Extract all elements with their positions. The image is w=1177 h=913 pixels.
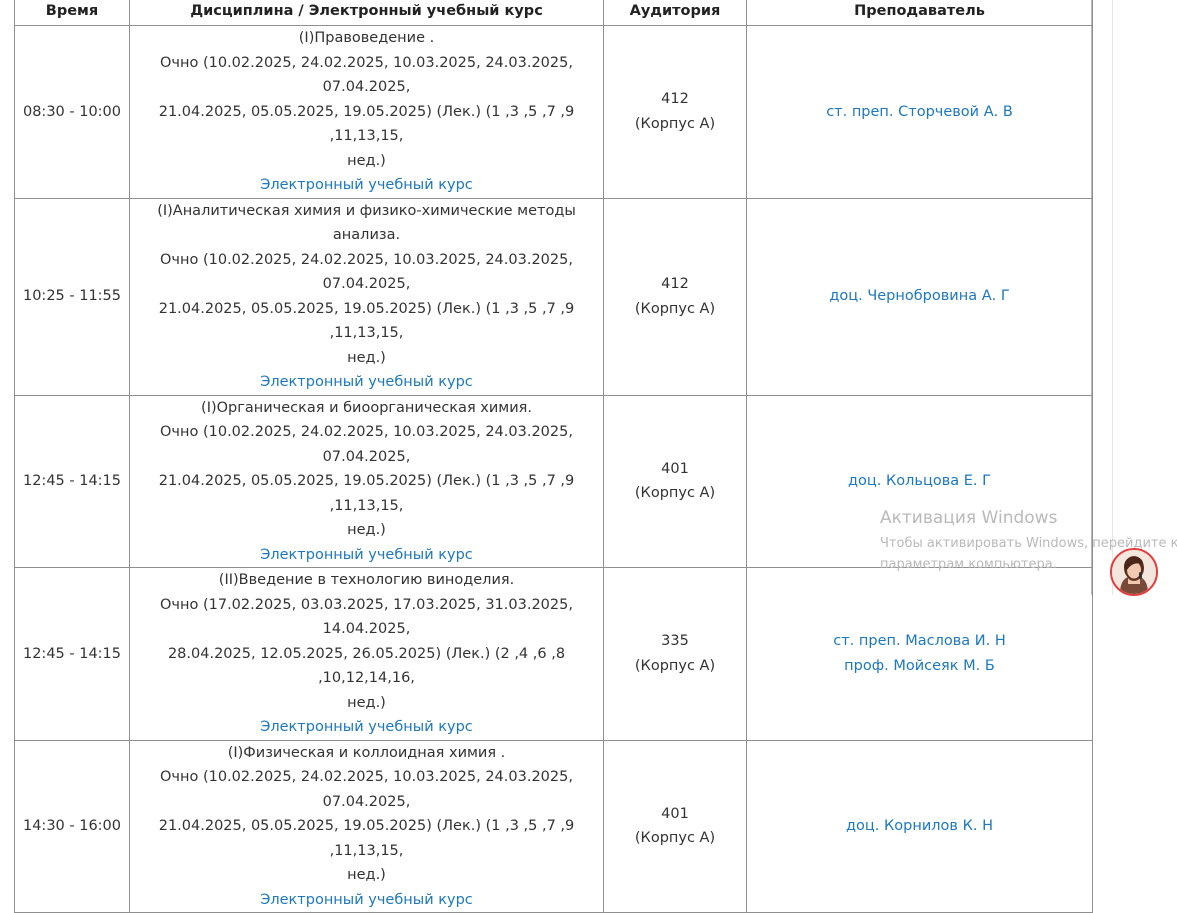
teacher-cell: доц. Корнилов К. Н	[746, 739, 1093, 913]
room-number: 335	[661, 633, 689, 650]
teacher-cell: ст. преп. Сторчевой А. В	[746, 25, 1093, 199]
activation-line-2: параметрам компьютера.	[880, 557, 1057, 572]
course-link[interactable]: Электронный учебный курс	[260, 546, 473, 563]
discipline-cell: (I)Правоведение . Очно (10.02.2025, 24.0…	[129, 25, 604, 199]
time-cell: 10:25 - 11:55	[14, 197, 130, 396]
header-row: Время Дисциплина / Электронный учебный к…	[14, 0, 1093, 26]
room-building: (Корпус А)	[634, 485, 716, 502]
discipline-dates: Очно (17.02.2025, 03.03.2025, 17.03.2025…	[160, 596, 573, 638]
discipline-cell: (II)Введение в технологию виноделия. Очн…	[129, 567, 604, 741]
room-cell: 412 (Корпус А)	[603, 197, 747, 396]
room-number: 412	[661, 91, 689, 108]
table-row: 08:30 - 10:00 (I)Правоведение . Очно (10…	[14, 25, 1093, 199]
discipline-title: (I)Аналитическая химия и физико-химическ…	[157, 202, 576, 244]
table-row: 10:25 - 11:55 (I)Аналитическая химия и ф…	[14, 197, 1093, 396]
discipline-dates: Очно (10.02.2025, 24.02.2025, 10.03.2025…	[160, 424, 573, 465]
header-teacher: Преподаватель	[746, 0, 1093, 26]
room-building: (Корпус А)	[634, 115, 716, 132]
room-number: 412	[661, 276, 689, 292]
course-link[interactable]: Электронный учебный курс	[260, 891, 473, 908]
discipline-title: (II)Введение в технологию виноделия.	[218, 572, 515, 588]
header-time: Время	[14, 0, 130, 26]
schedule-table: Время Дисциплина / Электронный учебный к…	[14, 0, 1093, 913]
discipline-title: (I)Правоведение .	[298, 30, 435, 46]
time-cell: 12:45 - 14:15	[14, 567, 130, 741]
discipline-weeks: нед.)	[347, 522, 386, 538]
discipline-cell: (I)Аналитическая химия и физико-химическ…	[129, 197, 604, 396]
room-cell: 335 (Корпус А)	[603, 567, 747, 741]
header-discipline: Дисциплина / Электронный учебный курс	[129, 0, 604, 26]
time-cell: 08:30 - 10:00	[14, 25, 130, 199]
discipline-weeks: нед.)	[347, 152, 386, 169]
discipline-dates: 21.04.2025, 05.05.2025, 19.05.2025) (Лек…	[158, 103, 575, 145]
teacher-cell: ст. преп. Маслова И. Н проф. Мойсеяк М. Б	[746, 567, 1093, 741]
discipline-dates: Очно (10.02.2025, 24.02.2025, 10.03.2025…	[160, 251, 573, 293]
header-room: Аудитория	[603, 0, 747, 26]
teacher-link[interactable]: ст. преп. Сторчевой А. В	[826, 103, 1013, 120]
room-building: (Корпус А)	[634, 657, 716, 674]
discipline-weeks: нед.)	[347, 349, 386, 366]
teacher-link[interactable]: ст. преп. Маслова И. Н	[833, 633, 1006, 650]
discipline-dates: 21.04.2025, 05.05.2025, 19.05.2025) (Лек…	[158, 473, 575, 514]
room-number: 401	[661, 805, 689, 822]
room-cell: 401 (Корпус А)	[603, 394, 747, 568]
teacher-link[interactable]: доц. Корнилов К. Н	[846, 818, 993, 834]
table-row: 12:45 - 14:15 (II)Введение в технологию …	[14, 567, 1093, 741]
discipline-dates: Очно (10.02.2025, 24.02.2025, 10.03.2025…	[160, 54, 573, 96]
activation-line-1: Чтобы активировать Windows, перейдите к	[880, 536, 1177, 551]
discipline-dates: Очно (10.02.2025, 24.02.2025, 10.03.2025…	[160, 769, 573, 810]
discipline-cell: (I)Физическая и коллоидная химия . Очно …	[129, 739, 604, 913]
teacher-link[interactable]: доц. Кольцова Е. Г	[848, 473, 991, 489]
table-row: 14:30 - 16:00 (I)Физическая и коллоидная…	[14, 739, 1093, 913]
discipline-title: (I)Физическая и коллоидная химия .	[227, 744, 506, 761]
scrollbar-track[interactable]	[1112, 0, 1113, 595]
teacher-link[interactable]: доц. Чернобровина А. Г	[829, 288, 1010, 305]
room-number: 401	[661, 460, 689, 477]
discipline-dates: 28.04.2025, 12.05.2025, 26.05.2025) (Лек…	[167, 645, 566, 687]
assistant-avatar-icon[interactable]	[1110, 548, 1158, 596]
discipline-dates: 21.04.2025, 05.05.2025, 19.05.2025) (Лек…	[158, 300, 575, 342]
course-link[interactable]: Электронный учебный курс	[260, 719, 473, 735]
discipline-title: (I)Органическая и биоорганическая химия.	[201, 399, 532, 416]
room-cell: 401 (Корпус А)	[603, 739, 747, 913]
time-cell: 12:45 - 14:15	[14, 394, 130, 568]
room-cell: 412 (Корпус А)	[603, 25, 747, 199]
teacher-cell: доц. Чернобровина А. Г	[746, 197, 1093, 396]
windows-activation-watermark: Активация Windows Чтобы активировать Win…	[880, 507, 1177, 575]
course-link[interactable]: Электронный учебный курс	[260, 177, 473, 193]
course-link[interactable]: Электронный учебный курс	[260, 374, 473, 390]
discipline-weeks: нед.)	[347, 694, 386, 711]
room-building: (Корпус А)	[634, 830, 716, 847]
table-row: 12:45 - 14:15 (I)Органическая и биоорган…	[14, 394, 1093, 568]
activation-title: Активация Windows	[880, 508, 1058, 528]
room-building: (Корпус А)	[634, 300, 716, 317]
time-cell: 14:30 - 16:00	[14, 739, 130, 913]
discipline-cell: (I)Органическая и биоорганическая химия.…	[129, 394, 604, 568]
discipline-dates: 21.04.2025, 05.05.2025, 19.05.2025) (Лек…	[158, 818, 575, 859]
discipline-weeks: нед.)	[347, 867, 386, 883]
teacher-link[interactable]: проф. Мойсеяк М. Б	[844, 657, 995, 674]
teacher-cell: доц. Кольцова Е. Г	[746, 394, 1093, 568]
